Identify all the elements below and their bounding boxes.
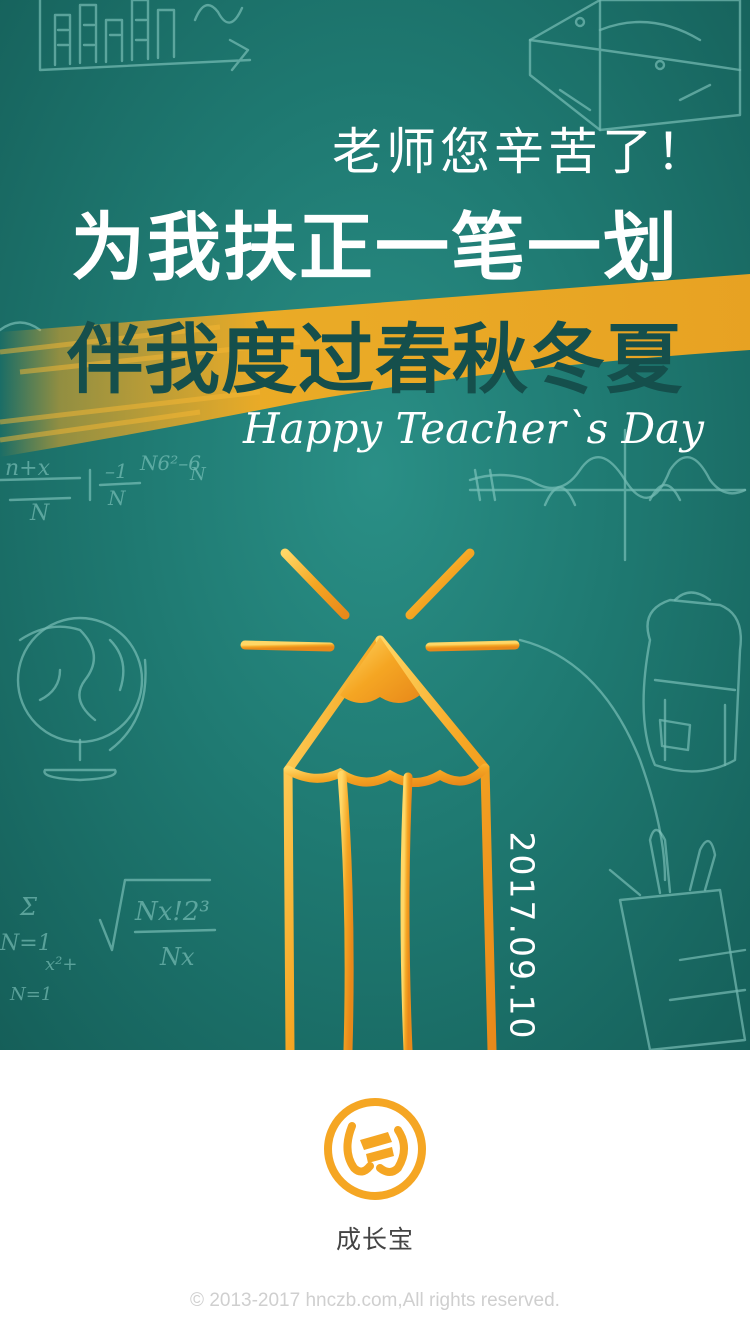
poster-date-text: 2017.09.10 [502,831,542,1041]
brand-name: 成长宝 [335,1225,414,1254]
svg-text:n+x: n+x [5,456,51,481]
svg-text:N: N [29,501,50,526]
copyright-text: © 2013-2017 hnczb.com,All rights reserve… [190,1290,560,1311]
brand-logo-icon [324,1098,426,1200]
backpack-icon [518,591,742,882]
headline-guide: 为我扶正一笔一划 [71,205,679,291]
svg-text:N=1: N=1 [0,931,52,956]
svg-text:–1: –1 [105,459,128,483]
globe-icon [16,616,147,782]
sigma-formula-icon: Σ N=1 x²+ N=1 Nx!2³ Nx [0,878,217,1005]
svg-text:Nx: Nx [159,943,195,971]
pencil-icon [240,510,520,1050]
svg-text:N6²–6: N6²–6 [139,451,201,475]
geometry-sketch-icon [528,0,742,132]
svg-text:Σ: Σ [19,893,38,921]
svg-text:N: N [189,464,207,485]
teachers-day-poster: n+x N –1 N N6²–6 N [0,0,750,1050]
chalk-doodles: n+x N –1 N N6²–6 N [0,0,747,1050]
paintbrush-cup-icon [608,828,747,1050]
bar-chart-icon [38,0,252,72]
svg-text:Nx!2³: Nx!2³ [134,897,210,927]
orange-brush-stroke [0,274,750,457]
english-subtitle: Happy Teacher`s Day [242,404,704,453]
headline-thanks: 老师您辛苦了！ [332,123,710,181]
wave-graph-icon [468,428,747,562]
svg-text:N=1: N=1 [9,984,52,1005]
chalk-formula-icon: n+x N –1 N N6²–6 N [0,321,207,526]
footer: 成长宝 © 2013-2017 hnczb.com,All rights res… [0,1050,750,1334]
svg-text:x²+: x²+ [45,954,77,975]
headline-seasons: 伴我度过春秋冬夏 [67,315,683,404]
svg-text:N: N [107,486,127,510]
